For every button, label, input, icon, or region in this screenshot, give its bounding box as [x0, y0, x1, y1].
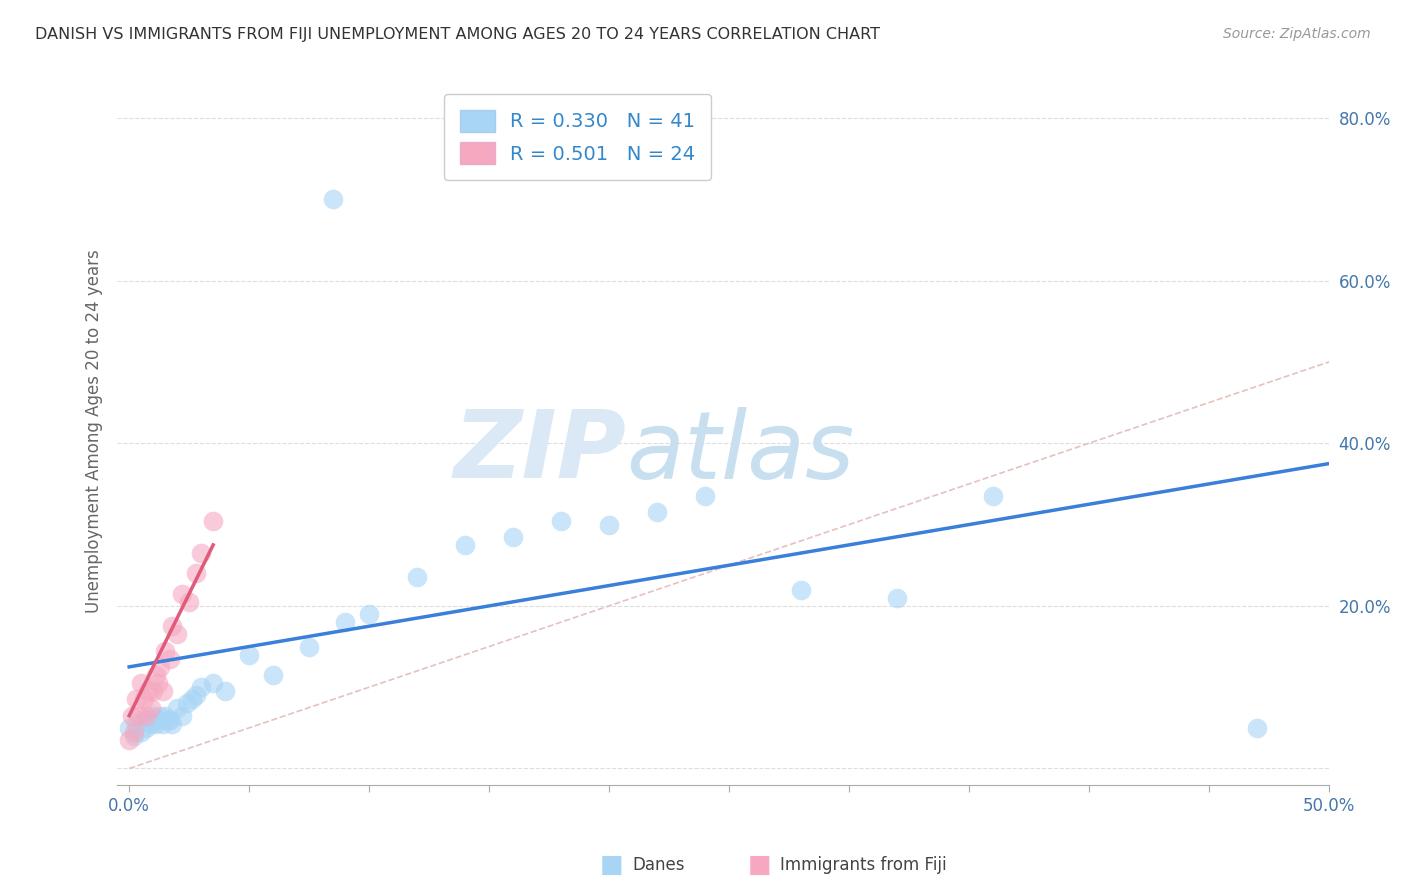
Point — [118, 721, 141, 735]
Legend: R = 0.330   N = 41, R = 0.501   N = 24: R = 0.330 N = 41, R = 0.501 N = 24 — [444, 95, 711, 180]
Point — [170, 708, 193, 723]
Point — [129, 725, 152, 739]
Point — [153, 643, 176, 657]
Point — [190, 680, 212, 694]
Point — [152, 684, 174, 698]
Point — [598, 517, 620, 532]
Point — [170, 587, 193, 601]
Point — [176, 697, 198, 711]
Point — [139, 716, 162, 731]
Point — [152, 716, 174, 731]
Point — [162, 716, 184, 731]
Point — [502, 530, 524, 544]
Text: Danes: Danes — [633, 856, 685, 874]
Text: ■: ■ — [748, 854, 770, 877]
Point — [122, 729, 145, 743]
Point — [238, 648, 260, 662]
Text: ZIP: ZIP — [453, 407, 626, 499]
Point — [138, 713, 160, 727]
Point — [186, 689, 208, 703]
Point — [149, 708, 172, 723]
Point — [886, 591, 908, 605]
Point — [118, 733, 141, 747]
Point — [142, 708, 165, 723]
Point — [645, 505, 668, 519]
Point — [262, 668, 284, 682]
Point — [145, 668, 167, 682]
Point — [162, 619, 184, 633]
Point — [298, 640, 321, 654]
Point — [166, 627, 188, 641]
Point — [125, 692, 148, 706]
Point — [138, 684, 160, 698]
Point — [159, 713, 181, 727]
Point — [190, 546, 212, 560]
Point — [135, 721, 157, 735]
Point — [333, 615, 356, 629]
Point — [145, 716, 167, 731]
Point — [550, 514, 572, 528]
Point — [322, 193, 344, 207]
Text: DANISH VS IMMIGRANTS FROM FIJI UNEMPLOYMENT AMONG AGES 20 TO 24 YEARS CORRELATIO: DANISH VS IMMIGRANTS FROM FIJI UNEMPLOYM… — [35, 27, 880, 42]
Point — [166, 700, 188, 714]
Point — [142, 684, 165, 698]
Point — [454, 538, 477, 552]
Point — [156, 713, 179, 727]
Y-axis label: Unemployment Among Ages 20 to 24 years: Unemployment Among Ages 20 to 24 years — [86, 249, 103, 613]
Point — [186, 566, 208, 581]
Point — [202, 514, 225, 528]
Point — [121, 708, 143, 723]
Text: atlas: atlas — [626, 407, 855, 498]
Point — [790, 582, 813, 597]
Point — [132, 713, 155, 727]
Point — [159, 651, 181, 665]
Point — [981, 489, 1004, 503]
Text: Source: ZipAtlas.com: Source: ZipAtlas.com — [1223, 27, 1371, 41]
Point — [135, 708, 157, 723]
Point — [359, 607, 381, 621]
Point — [693, 489, 716, 503]
Point — [180, 692, 202, 706]
Point — [146, 676, 169, 690]
Point — [1246, 721, 1268, 735]
Text: Immigrants from Fiji: Immigrants from Fiji — [780, 856, 948, 874]
Point — [179, 595, 201, 609]
Point — [129, 676, 152, 690]
Point — [214, 684, 236, 698]
Point — [146, 713, 169, 727]
Text: ■: ■ — [600, 854, 623, 877]
Point — [132, 692, 155, 706]
Point — [202, 676, 225, 690]
Point — [153, 708, 176, 723]
Point — [149, 660, 172, 674]
Point — [125, 716, 148, 731]
Point — [406, 570, 429, 584]
Point — [128, 708, 150, 723]
Point — [122, 725, 145, 739]
Point — [139, 700, 162, 714]
